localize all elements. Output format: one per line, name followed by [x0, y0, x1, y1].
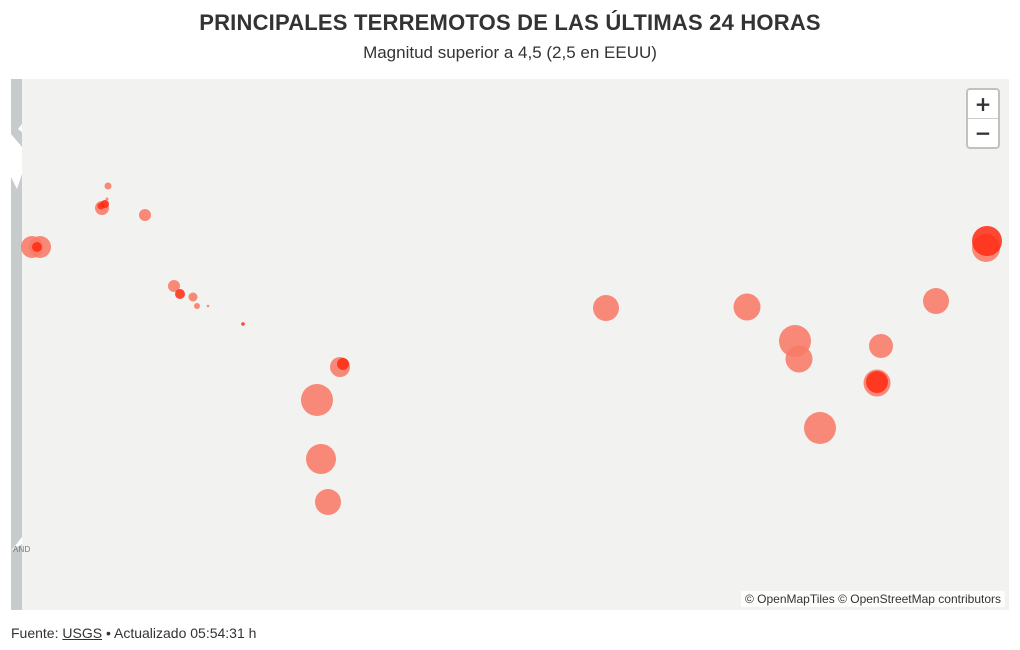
quake-marker-recent[interactable]	[866, 371, 888, 393]
quake-marker[interactable]	[315, 489, 341, 515]
land-strip	[11, 79, 22, 610]
quake-marker[interactable]	[301, 384, 333, 416]
quake-marker[interactable]	[206, 304, 210, 308]
quake-marker-recent[interactable]	[972, 226, 1002, 256]
quake-marker[interactable]	[306, 444, 336, 474]
quake-marker[interactable]	[194, 303, 200, 309]
source-label: Fuente:	[11, 625, 59, 641]
earthquake-map[interactable]: AND	[11, 79, 1009, 610]
quake-marker[interactable]	[105, 197, 109, 201]
quake-marker-recent[interactable]	[241, 322, 245, 326]
footer-separator: •	[105, 625, 111, 641]
zoom-in-button[interactable]: +	[968, 90, 998, 119]
zoom-control: + −	[966, 88, 1000, 149]
attribution-openstreetmap-link[interactable]: © OpenStreetMap contributors	[838, 592, 1001, 606]
quake-marker[interactable]	[139, 209, 151, 221]
zoom-out-button[interactable]: −	[968, 119, 998, 147]
footer: Fuente: USGS • Actualizado 05:54:31 h	[11, 625, 256, 641]
quake-marker[interactable]	[104, 182, 112, 190]
quake-marker[interactable]	[785, 345, 813, 373]
quake-marker[interactable]	[168, 280, 180, 292]
quake-marker[interactable]	[869, 334, 893, 358]
quake-marker-recent[interactable]	[337, 358, 349, 370]
quake-marker[interactable]	[593, 295, 619, 321]
attribution-openmaptiles-link[interactable]: © OpenMapTiles	[744, 592, 835, 606]
quake-marker-recent[interactable]	[101, 200, 109, 208]
quake-marker-recent[interactable]	[32, 242, 42, 252]
updated-timestamp: Actualizado 05:54:31 h	[113, 625, 257, 641]
page-title: PRINCIPALES TERREMOTOS DE LAS ÚLTIMAS 24…	[199, 10, 821, 35]
quake-marker[interactable]	[804, 412, 836, 444]
quake-layer	[21, 182, 1002, 515]
source-link[interactable]: USGS	[62, 625, 103, 641]
page-subtitle: Magnitud superior a 4,5 (2,5 en EEUU)	[363, 43, 657, 62]
land-label: AND	[13, 545, 31, 554]
coastline-shape	[11, 124, 22, 551]
quake-marker[interactable]	[188, 292, 198, 302]
map-attribution: © OpenMapTiles © OpenStreetMap contribut…	[740, 591, 1005, 607]
quake-marker[interactable]	[923, 288, 949, 314]
quake-marker-recent[interactable]	[175, 289, 185, 299]
quake-marker[interactable]	[733, 293, 761, 321]
